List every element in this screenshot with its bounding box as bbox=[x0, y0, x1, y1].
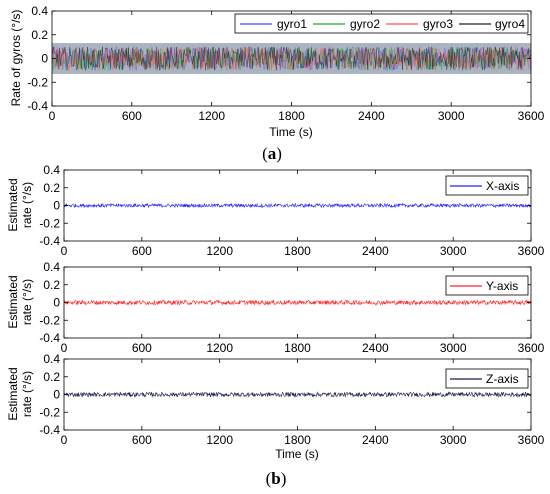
panel-a-ytick-label: -0.4 bbox=[27, 99, 48, 113]
panel-b-x-xtick-label: 1200 bbox=[206, 244, 233, 258]
panel-b-x-legend-box bbox=[445, 175, 529, 196]
panel-b-x-ytick-label: 0.4 bbox=[43, 163, 60, 177]
panel-b-z-xtick-label: 3600 bbox=[518, 433, 545, 447]
panel-b-z-ylabel-line2: rate (°/s) bbox=[20, 371, 34, 417]
panel-b-z-ytick-label: 0 bbox=[53, 388, 60, 402]
panel-b-y-data bbox=[63, 299, 532, 306]
panel-b-z-data bbox=[63, 391, 532, 398]
panel-b-x-chart: 0 600 1200 1800 2400 3000 36000.40.20-0.2-0.4 … bbox=[6, 163, 545, 258]
series-line-y-axis bbox=[63, 299, 532, 306]
panel-b-x-ylabel-line1: Estimated bbox=[6, 178, 20, 231]
legend-label-x-axis: X-axis bbox=[486, 179, 519, 193]
panel-a-legend: gyro1 gyro2 gyro3 gyro4 bbox=[234, 13, 529, 34]
panel-a-xtick-label: 1200 bbox=[198, 109, 225, 123]
panel-a-xlabel: Time (s) bbox=[269, 125, 313, 139]
panel-b-x-data bbox=[63, 202, 532, 209]
panel-b-y-xtick-label: 0 bbox=[61, 341, 68, 355]
panel-b-y-chart: 0 600 1200 1800 2400 3000 36000.40.20-0.2-0.4 … bbox=[6, 260, 545, 355]
panel-b-y-xtick-label: 3600 bbox=[518, 341, 545, 355]
legend-label-z-axis: Z-axis bbox=[486, 372, 519, 386]
panel-b-y-xtick-label: 2400 bbox=[362, 341, 389, 355]
panel-b-z-xtick-label: 3000 bbox=[440, 433, 467, 447]
panel-b-y-xtick-label: 3000 bbox=[440, 341, 467, 355]
panel-a-xtick-label: 1800 bbox=[278, 109, 305, 123]
panel-a-xtick-label: 600 bbox=[122, 109, 142, 123]
panel-b-x-ytick-label: 0.2 bbox=[43, 181, 60, 195]
panel-b-z-ytick-label: -0.4 bbox=[39, 423, 60, 437]
panel-a-ytick-label: -0.2 bbox=[27, 75, 48, 89]
caption-b: (b) bbox=[266, 469, 287, 488]
panel-b-z-xtick-label: 1800 bbox=[284, 433, 311, 447]
panel-b-y-ylabel-line1: Estimated bbox=[6, 275, 20, 328]
panel-a-xtick-label: 2400 bbox=[358, 109, 385, 123]
panel-a-ylabel: Rate of gyros (°/s) bbox=[9, 10, 23, 107]
panel-b-z-legend-box bbox=[445, 368, 529, 389]
panel-b-z-xtick-label: 2400 bbox=[362, 433, 389, 447]
panel-b-z-xtick-label: 0 bbox=[61, 433, 68, 447]
panel-b-y-ytick-label: 0.4 bbox=[43, 260, 60, 274]
panel-b-z-chart: 0 600 1200 1800 2400 3000 36000.40.20-0.2-0.4 … bbox=[6, 352, 545, 488]
caption-a: (a) bbox=[262, 144, 282, 163]
panel-a-chart: 0 600 1200 1800 2400 3000 36000.40.20-0.2-0.4 … bbox=[9, 4, 545, 163]
panel-b-y-ytick-label: 0 bbox=[53, 296, 60, 310]
panel-a-legend-box bbox=[234, 13, 529, 34]
panel-b-z-ytick-label: -0.2 bbox=[39, 405, 60, 419]
panel-b-x-legend: X-axis bbox=[445, 175, 529, 196]
panel-b-x-xtick-label: 0 bbox=[61, 244, 68, 258]
panel-b-y-legend-box bbox=[445, 275, 529, 296]
panel-b-y-xtick-label: 600 bbox=[132, 341, 152, 355]
panel-b-x-ytick-label: 0 bbox=[53, 199, 60, 213]
panel-b-z-legend: Z-axis bbox=[445, 368, 529, 389]
series-line-gyro4 bbox=[51, 46, 532, 72]
legend-label-gyro3: gyro3 bbox=[423, 17, 453, 31]
panel-a-data bbox=[51, 43, 532, 74]
panel-b-x-xtick-label: 600 bbox=[132, 244, 152, 258]
legend-label-gyro4: gyro4 bbox=[495, 17, 525, 31]
panel-b-y-xtick-label: 1200 bbox=[206, 341, 233, 355]
panel-a-ticks: 0 600 1200 1800 2400 3000 3600 0.4 0.2 0 -0.2 -0.4 bbox=[27, 4, 544, 123]
panel-b-x-xtick-label: 3000 bbox=[440, 244, 467, 258]
legend-label-y-axis: Y-axis bbox=[486, 279, 518, 293]
panel-b-z-xtick-label: 600 bbox=[132, 433, 152, 447]
panel-b-x-ytick-label: -0.2 bbox=[39, 216, 60, 230]
panel-b-xlabel: Time (s) bbox=[275, 447, 319, 461]
panel-b-x-ylabel-line2: rate (°/s) bbox=[20, 182, 34, 228]
panel-a-ytick-label: 0.2 bbox=[31, 28, 48, 42]
panel-b-x-xtick-label: 3600 bbox=[518, 244, 545, 258]
series-line-z-axis bbox=[63, 391, 532, 398]
panel-a-xtick-label: 3000 bbox=[438, 109, 465, 123]
panel-b-y-ylabel-line2: rate (°/s) bbox=[20, 279, 34, 325]
panel-b-z-ytick-label: 0.4 bbox=[43, 352, 60, 366]
series-line-gyro1 bbox=[51, 46, 532, 71]
panel-b-y-ytick-label: 0.2 bbox=[43, 278, 60, 292]
series-line-x-axis bbox=[63, 202, 532, 209]
panel-b-x-xtick-label: 1800 bbox=[284, 244, 311, 258]
panel-b-y-ytick-label: -0.4 bbox=[39, 331, 60, 345]
legend-label-gyro2: gyro2 bbox=[350, 17, 380, 31]
panel-b-y-ytick-label: -0.2 bbox=[39, 313, 60, 327]
panel-a-xtick-label: 3600 bbox=[518, 109, 545, 123]
legend-label-gyro1: gyro1 bbox=[277, 17, 307, 31]
panel-b-z-ytick-label: 0.2 bbox=[43, 370, 60, 384]
panel-a-ytick-label: 0.4 bbox=[31, 4, 48, 18]
panel-a-xtick-label: 0 bbox=[49, 109, 56, 123]
panel-b-y-xtick-label: 1800 bbox=[284, 341, 311, 355]
panel-b-x-xtick-label: 2400 bbox=[362, 244, 389, 258]
panel-a-ytick-label: 0 bbox=[41, 52, 48, 66]
panel-b-y-legend: Y-axis bbox=[445, 275, 529, 296]
panel-b-z-ylabel-line1: Estimated bbox=[6, 367, 20, 420]
panel-b-z-xtick-label: 1200 bbox=[206, 433, 233, 447]
panel-b-x-ytick-label: -0.4 bbox=[39, 234, 60, 248]
